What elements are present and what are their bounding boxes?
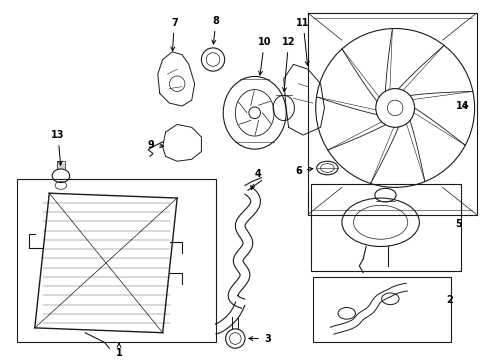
Text: 5: 5	[455, 219, 462, 229]
Text: 1: 1	[116, 348, 122, 358]
Text: 9: 9	[147, 140, 164, 150]
Text: 13: 13	[51, 130, 65, 165]
Bar	[311, 184, 461, 271]
Bar	[17, 179, 216, 342]
Text: 4: 4	[251, 169, 261, 190]
Text: 14: 14	[456, 101, 470, 111]
Text: 2: 2	[446, 295, 453, 305]
Text: 10: 10	[258, 37, 271, 75]
Bar	[308, 13, 477, 215]
Text: 8: 8	[212, 16, 220, 44]
Text: 7: 7	[171, 18, 178, 51]
Text: 6: 6	[295, 166, 313, 176]
Text: 11: 11	[296, 18, 310, 66]
Text: 3: 3	[249, 333, 270, 343]
Bar	[313, 278, 451, 342]
Text: 12: 12	[282, 37, 295, 91]
